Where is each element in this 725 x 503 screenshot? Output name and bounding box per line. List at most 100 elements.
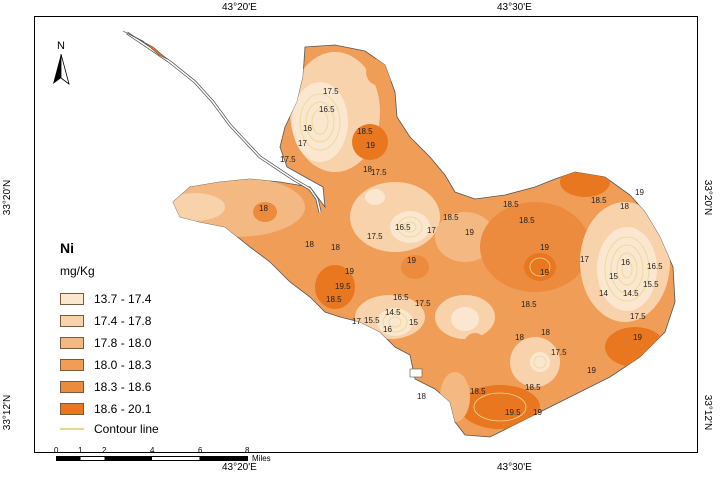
legend-label: 17.4 - 17.8 (94, 314, 152, 328)
legend-item: 13.7 - 17.4 (60, 292, 151, 306)
contour-label: 19 (540, 268, 549, 277)
contour-label: 19 (540, 243, 549, 252)
contour-label: 14.5 (623, 289, 639, 298)
scale-tick-label: 6 (198, 446, 203, 455)
contour-label: 19 (407, 256, 416, 265)
map-canvas: 17.5 16.5 16 17 17.5 18.5 19 18 17.5 16.… (122, 30, 676, 438)
river-mouth-segment (122, 30, 168, 60)
legend-label: 18.3 - 18.6 (94, 380, 152, 394)
legend-swatch (60, 315, 84, 327)
contour-label: 18 (259, 204, 268, 213)
legend-item-contour: Contour line (60, 422, 159, 436)
contour-label: 16 (383, 325, 392, 334)
contour-line-swatch (60, 428, 84, 430)
contour-label: 17.5 (371, 168, 387, 177)
map-frame: 17.5 16.5 16 17 17.5 18.5 19 18 17.5 16.… (34, 16, 698, 453)
contour-label: 18 (541, 328, 550, 337)
contour-label: 14 (599, 289, 608, 298)
contour-label: 15.5 (643, 280, 659, 289)
contour-label: 17 (580, 255, 589, 264)
contour-label: 17.5 (415, 299, 431, 308)
contour-label: 17 (352, 317, 361, 326)
contour-label: 18.5 (519, 216, 535, 225)
contour-label: 18 (515, 333, 524, 342)
contour-label: 18.5 (443, 213, 459, 222)
legend-item: 17.8 - 18.0 (60, 336, 151, 350)
contour-label: 17.5 (367, 232, 383, 241)
contour-label: 19 (635, 188, 644, 197)
bottom-lon-label-2: 43°30'E (497, 462, 532, 473)
contour-label: 15 (609, 272, 618, 281)
contour-label: 16 (303, 124, 312, 133)
contour-label: 18 (417, 392, 426, 401)
contour-label: 19 (345, 267, 354, 276)
legend-label: 18.6 - 20.1 (94, 402, 152, 416)
scale-tick-label: 1 (78, 446, 83, 455)
legend-item: 18.6 - 20.1 (60, 402, 151, 416)
contour-label: 19.5 (335, 282, 351, 291)
legend-label: 13.7 - 17.4 (94, 292, 152, 306)
contour-label: 18.5 (591, 196, 607, 205)
contour-label: 16.5 (319, 105, 335, 114)
left-lat-label-2: 33°12'N (2, 394, 14, 431)
contour-label: 18 (331, 243, 340, 252)
legend-swatch (60, 359, 84, 371)
bottom-lon-label-1: 43°20'E (222, 462, 257, 473)
contour-label: 15 (409, 318, 418, 327)
contour-label: 18.5 (326, 295, 342, 304)
legend-unit: mg/Kg (60, 264, 95, 278)
legend-item: 18.0 - 18.3 (60, 358, 151, 372)
legend-swatch (60, 337, 84, 349)
contour-label: 18.5 (503, 200, 519, 209)
contour-label: 17.5 (323, 87, 339, 96)
concentration-zones (173, 52, 670, 429)
contour-label: 18 (620, 202, 629, 211)
contour-label: 18.5 (525, 383, 541, 392)
scale-tick-label: 8 (245, 446, 250, 455)
contour-label: 16.5 (393, 293, 409, 302)
top-lon-label-1: 43°20'E (222, 2, 257, 13)
contour-label: 16.5 (647, 262, 663, 271)
contour-label: 17.5 (551, 348, 567, 357)
right-lat-label-1: 33°20'N (702, 179, 714, 216)
legend-item: 18.3 - 18.6 (60, 380, 151, 394)
scale-bar (56, 456, 248, 461)
river-inner (126, 32, 321, 213)
scale-tick-label: 0 (54, 446, 59, 455)
contour-label: 19 (633, 333, 642, 342)
contour-label: 14.5 (385, 308, 401, 317)
north-arrow-label: N (57, 40, 65, 52)
legend-swatch (60, 403, 84, 415)
contour-label: 17.5 (630, 312, 646, 321)
scale-tick-label: 2 (102, 446, 107, 455)
legend-item: 17.4 - 17.8 (60, 314, 151, 328)
contour-label: 16 (621, 258, 630, 267)
contour-label: 18.5 (521, 300, 537, 309)
contour-label: 19.5 (505, 408, 521, 417)
contour-label: 17 (298, 139, 307, 148)
scale-tick-label: 4 (150, 446, 155, 455)
contour-label: 17.5 (280, 155, 296, 164)
contour-label: 16.5 (395, 223, 411, 232)
scale-unit-label: Miles (252, 454, 271, 463)
legend-swatch (60, 381, 84, 393)
north-arrow-icon (53, 54, 70, 86)
top-lon-label-2: 43°30'E (497, 2, 532, 13)
legend-label: 18.0 - 18.3 (94, 358, 152, 372)
left-lat-label-1: 33°20'N (2, 179, 14, 216)
contour-label: 15.5 (364, 316, 380, 325)
contour-label: 18 (305, 240, 314, 249)
legend-contour-label: Contour line (94, 422, 159, 436)
contour-label: 18.5 (470, 387, 486, 396)
legend-label: 17.8 - 18.0 (94, 336, 152, 350)
contour-label: 18 (363, 165, 372, 174)
urban-marker (409, 368, 423, 378)
contour-label: 19 (587, 366, 596, 375)
contour-label: 19 (533, 408, 542, 417)
legend-swatch (60, 293, 84, 305)
legend-title: Ni (60, 240, 74, 256)
contour-label: 18.5 (357, 127, 373, 136)
right-lat-label-2: 33°12'N (702, 394, 714, 431)
contour-label: 17 (427, 226, 436, 235)
contour-label: 19 (465, 228, 474, 237)
